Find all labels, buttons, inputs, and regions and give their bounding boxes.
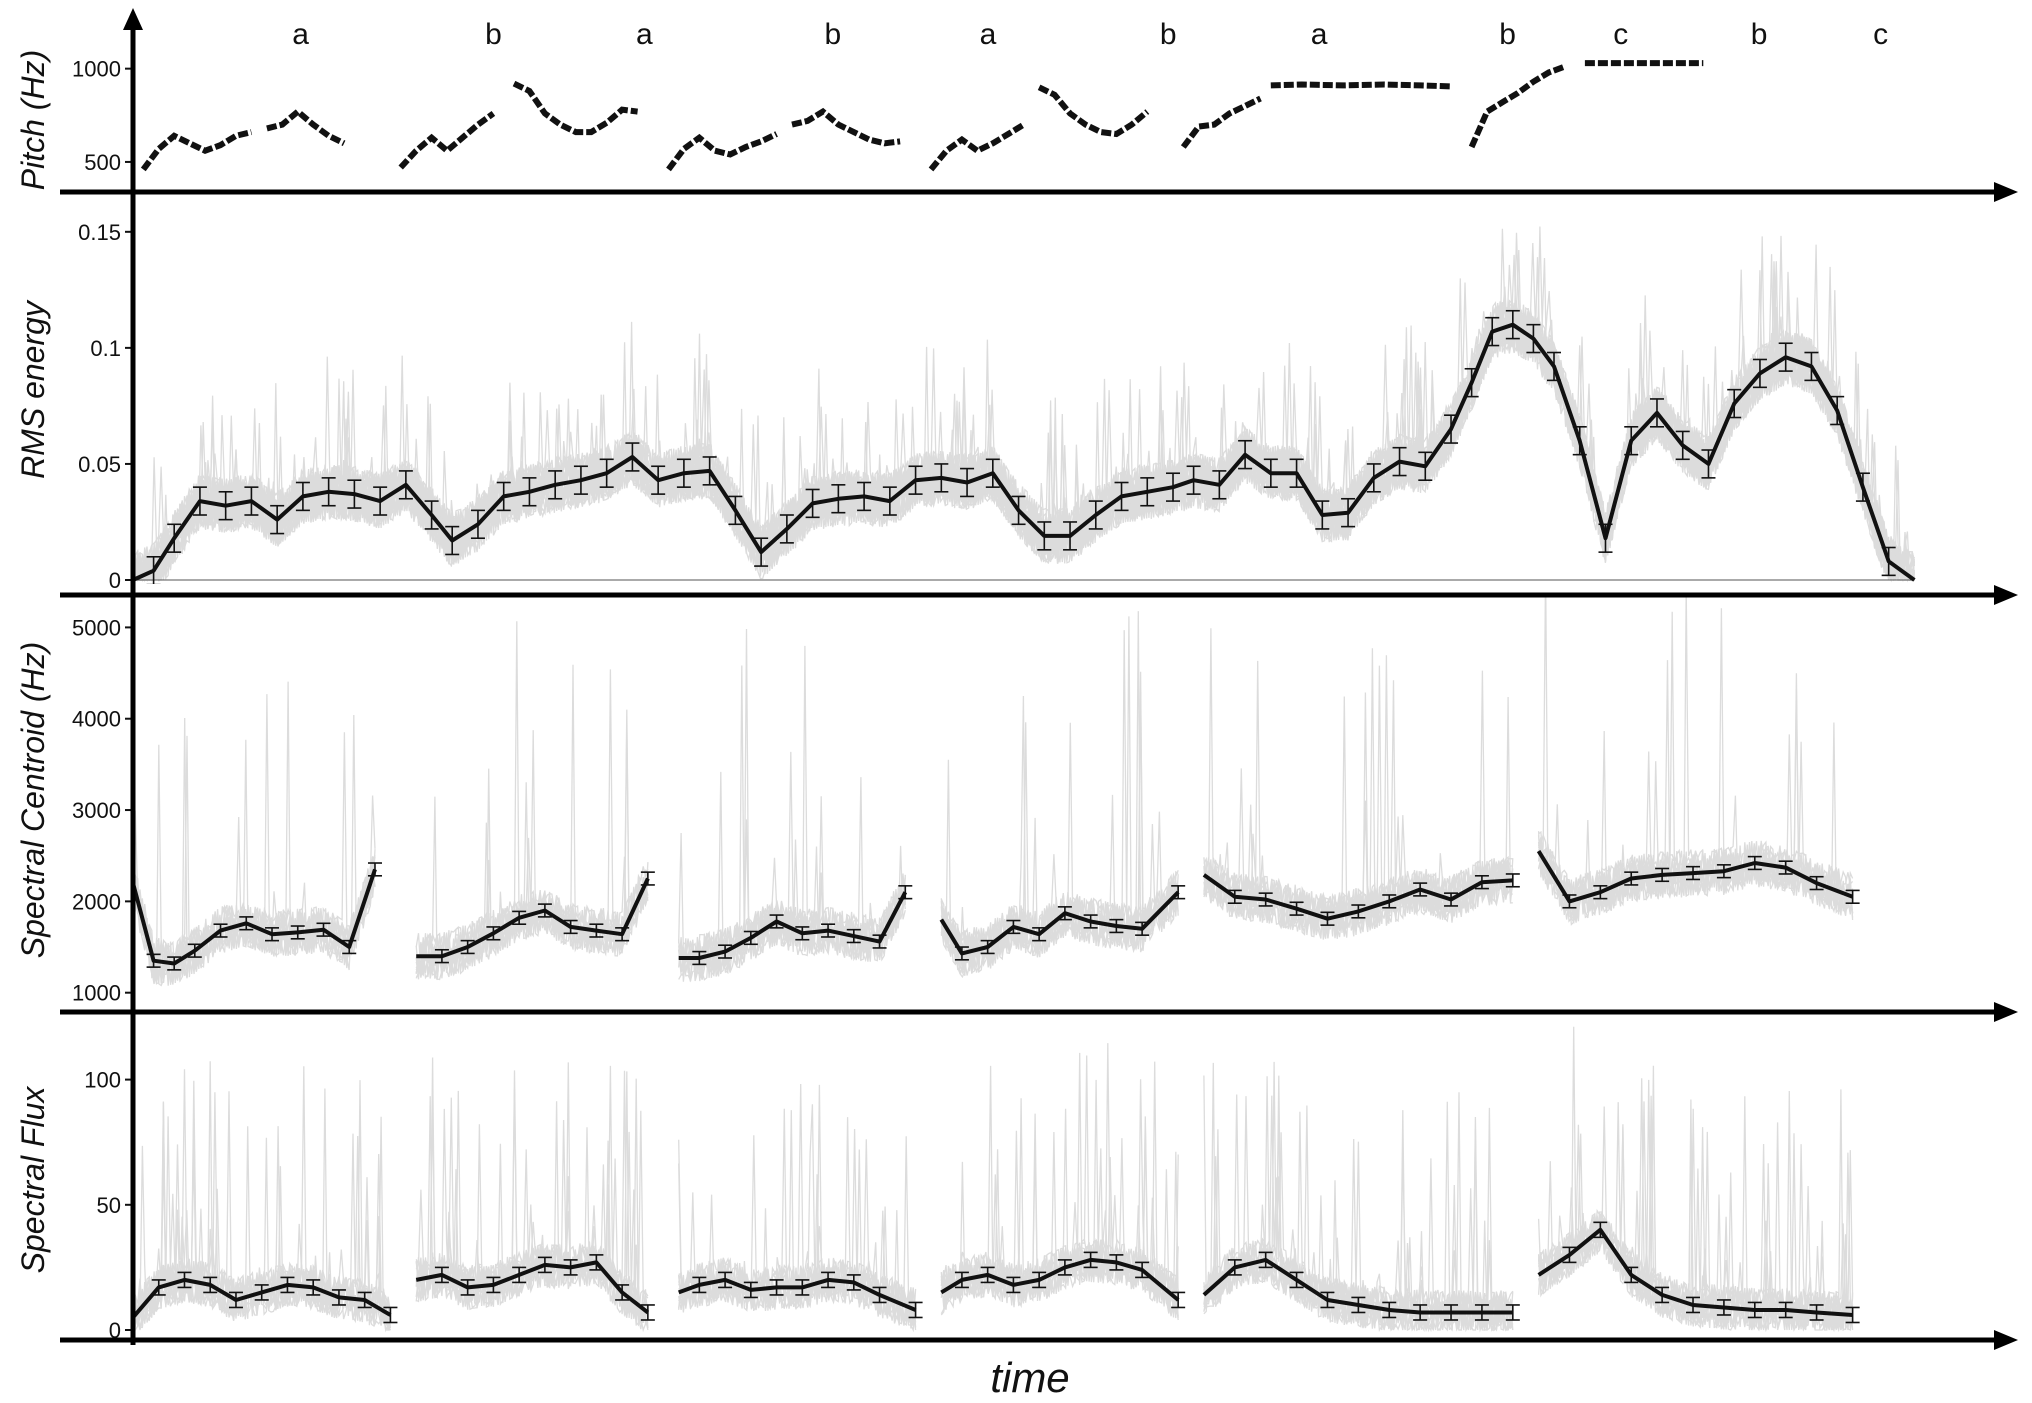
rms-tick-label: 0 xyxy=(109,568,121,593)
centroid-time-axis-arrowhead xyxy=(1994,1002,2018,1022)
centroid-trial-trace xyxy=(1203,680,1514,939)
pitch-panel: Pitch (Hz) 500 1000 xyxy=(15,50,1704,190)
pitch-contour xyxy=(1468,63,1566,149)
pitch-contour xyxy=(512,80,638,136)
centroid-mean-line xyxy=(939,890,1180,956)
centroid-panel: Spectral Centroid (Hz) 1000 2000 3000 4000 50… xyxy=(15,596,1860,1006)
pitch-contour xyxy=(791,107,901,147)
rms-tick-label: 0.1 xyxy=(90,336,121,361)
centroid-trial-trace xyxy=(133,732,376,984)
centroid-mean-line xyxy=(678,891,908,960)
centroid-tick-label: 4000 xyxy=(72,707,121,732)
pitch-contour xyxy=(140,129,253,172)
pitch-contour xyxy=(266,107,346,147)
centroid-tick-label: 5000 xyxy=(72,615,121,640)
centroid-trial-trace xyxy=(133,735,376,985)
centroid-trial-trace xyxy=(1203,670,1514,935)
flux-tick-label: 50 xyxy=(97,1193,121,1218)
pitch-y-axis-label: Pitch (Hz) xyxy=(15,50,51,190)
flux-trial-trace xyxy=(1537,1102,1854,1331)
pitch-tick-label: 500 xyxy=(84,150,121,175)
section-label-b: b xyxy=(825,18,842,51)
section-label-b: b xyxy=(1160,18,1177,51)
flux-trial-trace xyxy=(415,1071,649,1327)
centroid-trial-trace xyxy=(1537,596,1854,916)
y-axis-arrowhead xyxy=(123,8,143,30)
section-label-a: a xyxy=(292,18,309,51)
section-label-a: a xyxy=(1311,18,1328,51)
pitch-contour xyxy=(1180,95,1262,149)
x-axis-label: time xyxy=(990,1354,1069,1401)
centroid-trial-trace xyxy=(678,819,906,981)
section-label-b: b xyxy=(1751,18,1768,51)
rms-mean-line xyxy=(133,322,1916,582)
flux-mean-line xyxy=(415,1260,650,1315)
flux-trial-trace xyxy=(1538,1106,1853,1332)
rms-tick-label: 0.05 xyxy=(78,452,121,477)
rms-y-axis-label: RMS energy xyxy=(15,299,51,479)
centroid-tick-label: 3000 xyxy=(72,798,121,823)
centroid-y-axis-label: Spectral Centroid (Hz) xyxy=(15,642,51,959)
centroid-trial-trace xyxy=(133,856,376,985)
section-label-a: a xyxy=(636,18,653,51)
flux-time-axis-arrowhead xyxy=(1994,1330,2018,1350)
flux-panel: Spectral Flux 0 50 100 xyxy=(15,1026,1860,1343)
section-label-c: c xyxy=(1873,18,1888,51)
centroid-tick-label: 1000 xyxy=(72,981,121,1006)
flux-trial-trace xyxy=(678,1210,917,1327)
section-label-b: b xyxy=(1499,18,1516,51)
pitch-time-axis-arrowhead xyxy=(1994,182,2018,202)
pitch-contour xyxy=(928,122,1026,172)
flux-tick-label: 100 xyxy=(84,1068,121,1093)
flux-trial-trace xyxy=(1203,1061,1514,1333)
pitch-contour xyxy=(1037,84,1150,138)
pitch-contour xyxy=(398,110,496,170)
flux-mean-line xyxy=(940,1257,1180,1302)
centroid-trial-trace xyxy=(415,669,649,978)
flux-y-axis-label: Spectral Flux xyxy=(15,1086,51,1274)
centroid-tick-label: 2000 xyxy=(72,889,121,914)
flux-mean-line xyxy=(678,1277,917,1312)
pitch-tick-label: 1000 xyxy=(72,57,121,82)
section-label-c: c xyxy=(1613,18,1628,51)
flux-tick-label: 0 xyxy=(109,1318,121,1343)
pitch-contour xyxy=(666,131,778,172)
rms-panel: RMS energy 0 0.05 0.1 0.15 xyxy=(15,220,1916,593)
centroid-mean-line xyxy=(416,877,650,959)
rms-tick-label: 0.15 xyxy=(78,220,121,245)
axes xyxy=(60,8,2018,1350)
section-label-b: b xyxy=(485,18,502,51)
pitch-contour xyxy=(1270,81,1452,90)
section-label-a: a xyxy=(980,18,997,51)
rms-time-axis-arrowhead xyxy=(1994,585,2018,605)
